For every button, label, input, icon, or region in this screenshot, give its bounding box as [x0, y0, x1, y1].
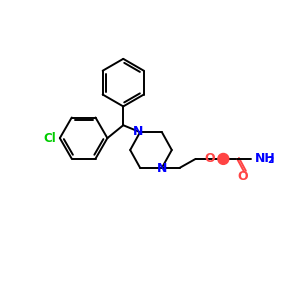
Text: O: O	[204, 152, 215, 165]
Text: N: N	[157, 162, 167, 175]
Text: N: N	[133, 125, 143, 138]
Text: 2: 2	[267, 156, 273, 165]
Text: O: O	[238, 170, 248, 183]
Text: NH: NH	[255, 152, 276, 165]
Circle shape	[218, 154, 229, 164]
Text: Cl: Cl	[43, 132, 56, 145]
